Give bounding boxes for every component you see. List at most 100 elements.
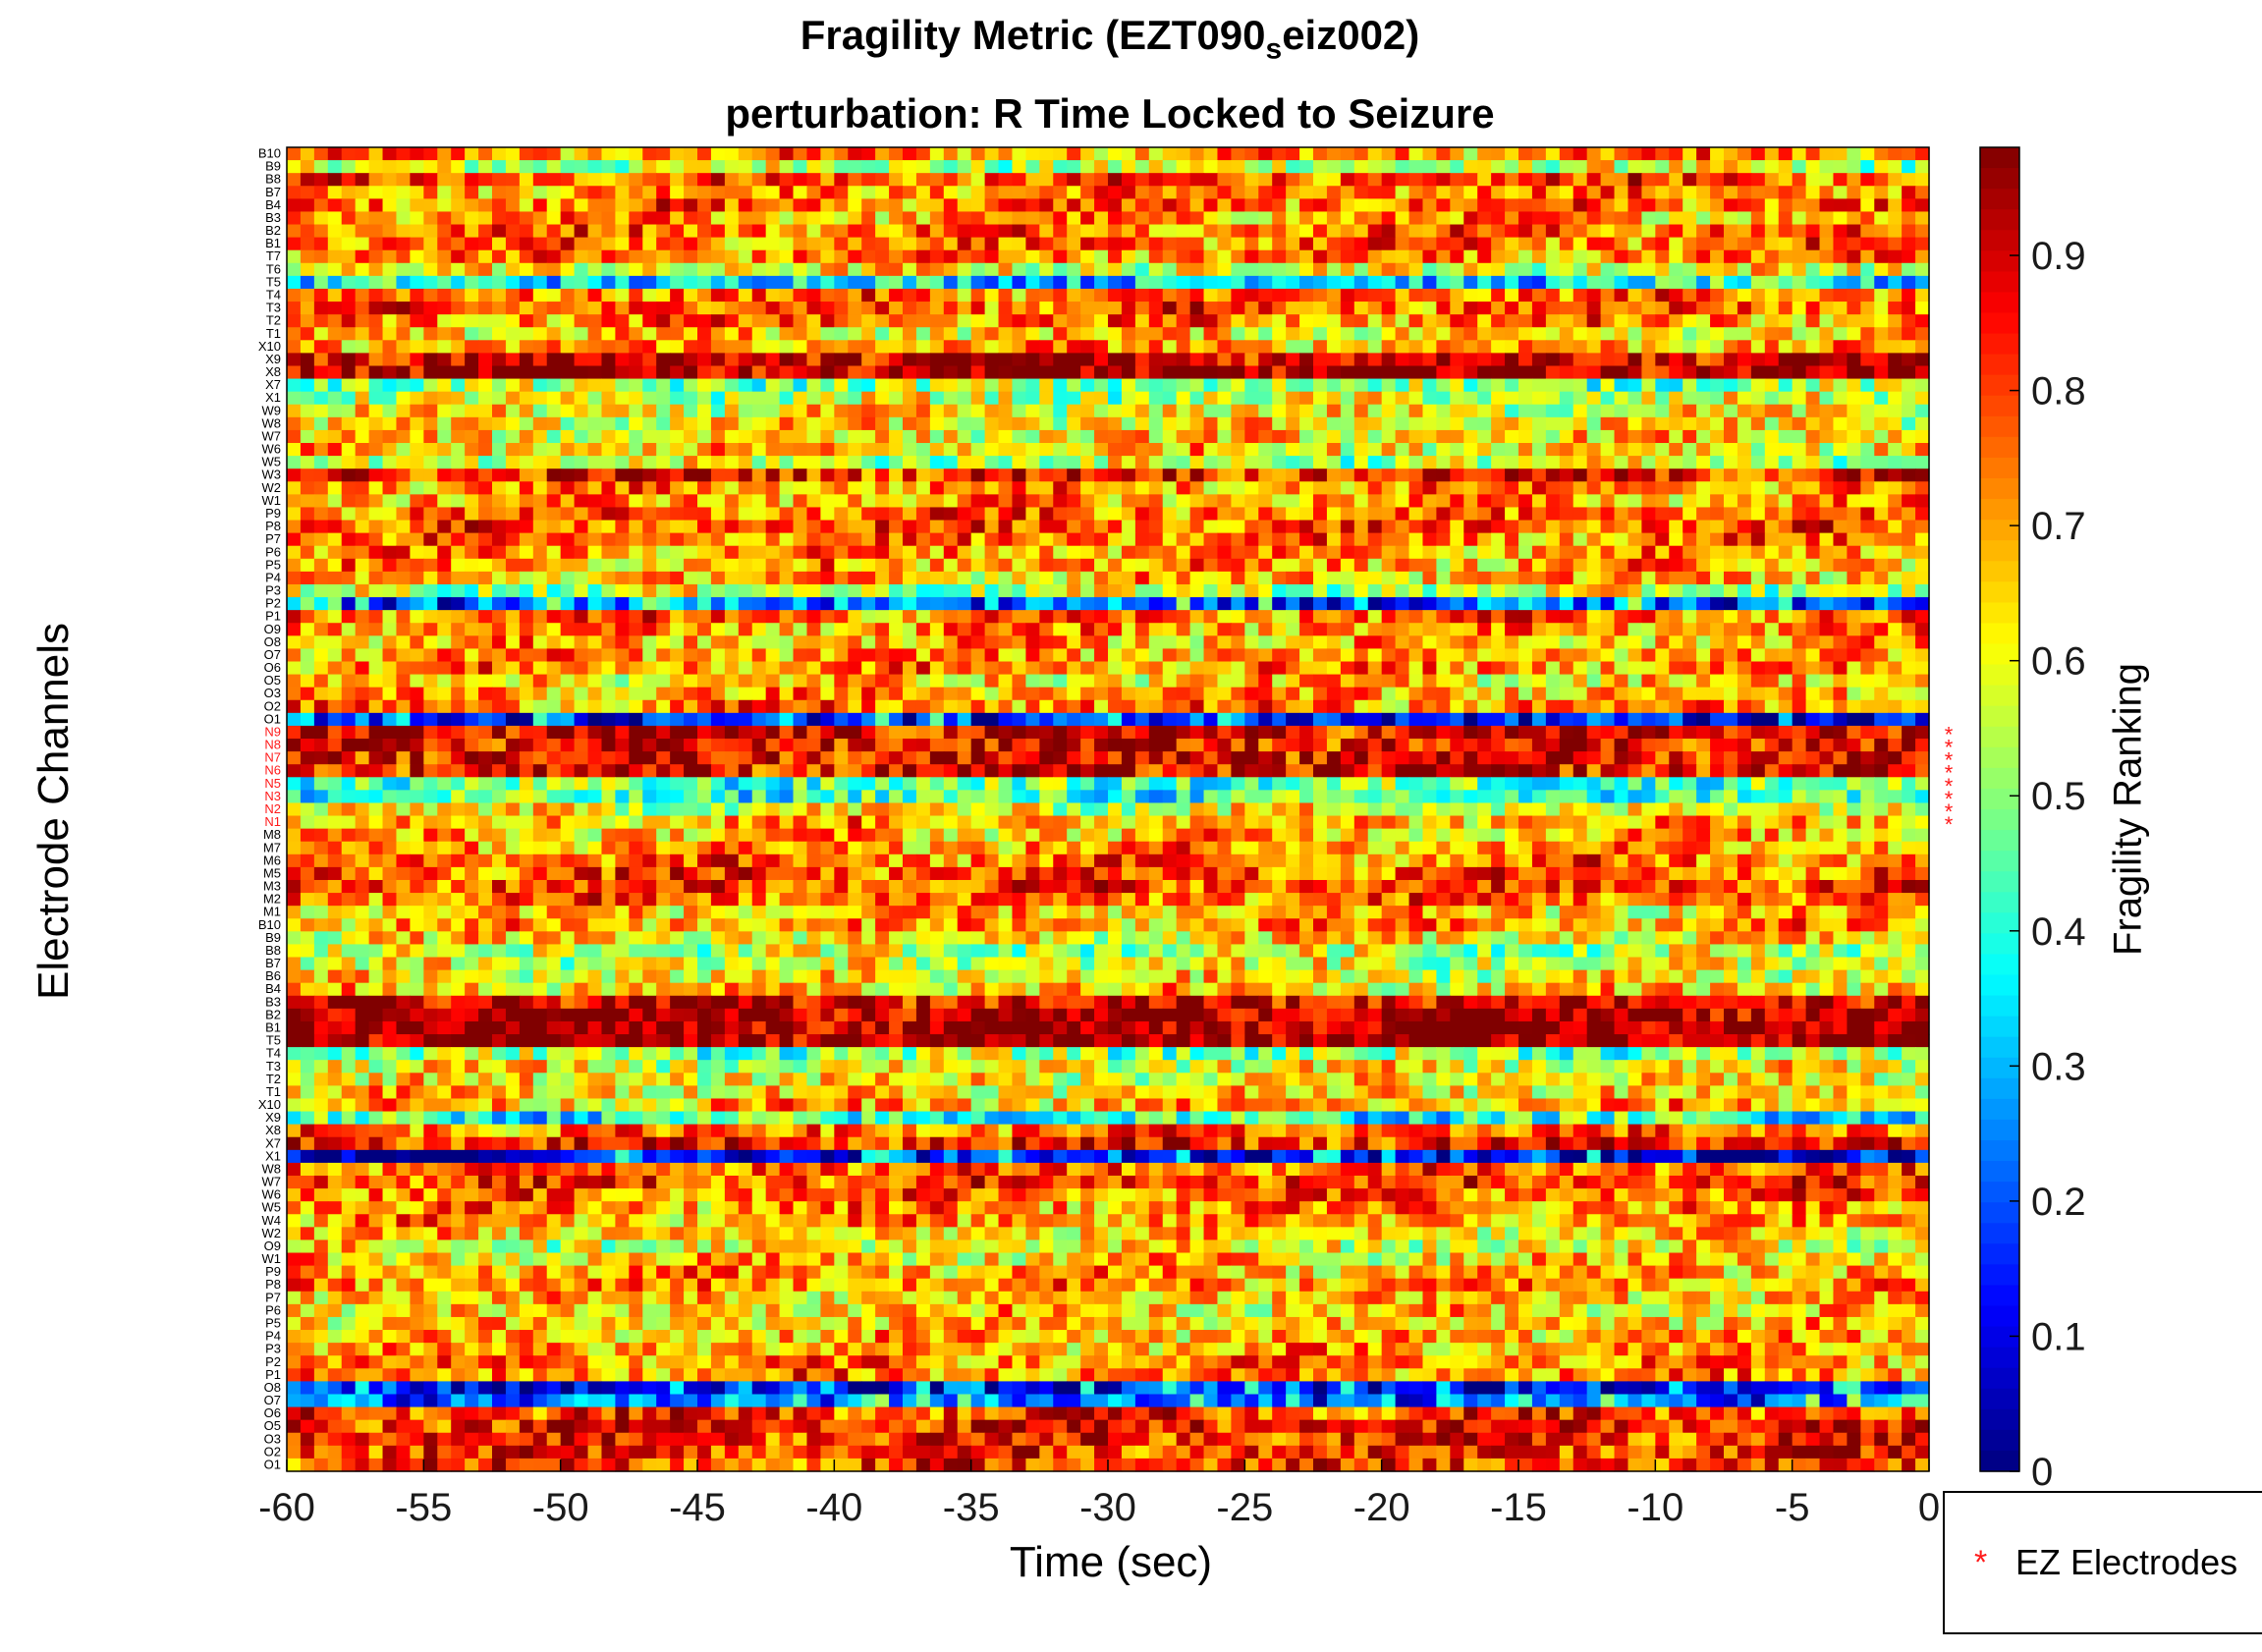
heatmap-cell [355, 186, 370, 199]
heatmap-cell [1600, 237, 1616, 251]
heatmap-cell [1067, 262, 1081, 277]
heatmap-cell [1258, 147, 1273, 161]
heatmap-cell [1094, 211, 1109, 226]
heatmap-cell [423, 275, 438, 290]
heatmap-cell [1586, 429, 1602, 444]
heatmap-cell [1559, 262, 1574, 277]
heatmap-cell [1614, 147, 1629, 161]
heatmap-cell [629, 583, 643, 598]
heatmap-cell [1039, 674, 1054, 688]
heatmap-cell [1696, 429, 1711, 444]
heatmap-cell [505, 365, 521, 380]
heatmap-cell [587, 173, 603, 187]
heatmap-cell [532, 648, 548, 663]
heatmap-cell [1450, 507, 1464, 522]
heatmap-cell [532, 327, 548, 341]
heatmap-cell [861, 288, 876, 303]
heatmap-cell [1600, 275, 1616, 290]
heatmap-cell [1148, 494, 1164, 509]
heatmap-cell [1669, 429, 1683, 444]
heatmap-cell [1764, 340, 1780, 354]
heatmap-cell [1792, 443, 1807, 457]
heatmap-cell [341, 186, 357, 199]
heatmap-cell [642, 597, 657, 611]
heatmap-cell [1710, 583, 1725, 598]
heatmap-cell [615, 237, 630, 251]
heatmap-cell [1367, 545, 1383, 560]
heatmap-cell [765, 429, 781, 444]
heatmap-cell [1641, 597, 1656, 611]
heatmap-cell [1874, 378, 1889, 393]
heatmap-cell [957, 481, 972, 495]
heatmap-cell [970, 378, 986, 393]
heatmap-cell [1422, 224, 1437, 239]
heatmap-cell [1231, 532, 1245, 547]
heatmap-cell [779, 623, 795, 636]
heatmap-cell [970, 443, 986, 457]
heatmap-cell [629, 275, 643, 290]
heatmap-cell [1395, 661, 1410, 676]
heatmap-cell [970, 481, 986, 495]
heatmap-cell [1094, 610, 1109, 624]
heatmap-cell [861, 520, 876, 534]
heatmap-cell [1176, 302, 1191, 315]
heatmap-cell [1860, 302, 1875, 315]
heatmap-cell [1340, 468, 1355, 482]
heatmap-cell [670, 302, 685, 315]
heatmap-cell [368, 327, 384, 341]
heatmap-cell [451, 416, 466, 431]
heatmap-cell [1614, 494, 1629, 509]
heatmap-cell [1505, 648, 1519, 663]
heatmap-cell [1833, 456, 1848, 469]
heatmap-cell [423, 583, 438, 598]
heatmap-cell [861, 545, 876, 560]
heatmap-cell [355, 456, 370, 469]
heatmap-cell [1805, 391, 1821, 406]
heatmap-cell [587, 147, 603, 161]
heatmap-cell [355, 443, 370, 457]
heatmap-cell [1231, 416, 1245, 431]
heatmap-cell [1272, 623, 1287, 636]
heatmap-cell [1025, 468, 1040, 482]
heatmap-cell [710, 597, 726, 611]
heatmap-cell [1915, 661, 1930, 676]
heatmap-cell [1053, 635, 1068, 650]
heatmap-cell [1683, 520, 1697, 534]
heatmap-cell [1600, 456, 1616, 469]
heatmap-cell [1053, 314, 1068, 328]
heatmap-cell [615, 674, 630, 688]
heatmap-cell [1477, 378, 1492, 393]
heatmap-cell [574, 623, 589, 636]
heatmap-cell [806, 443, 821, 457]
heatmap-cell [710, 147, 726, 161]
heatmap-cell [410, 378, 424, 393]
heatmap-cell [1162, 302, 1178, 315]
heatmap-cell [806, 404, 821, 418]
heatmap-cell [984, 635, 1000, 650]
heatmap-cell [313, 198, 329, 213]
heatmap-cell [1134, 404, 1150, 418]
heatmap-cell [1012, 583, 1026, 598]
heatmap-cell [724, 353, 740, 367]
heatmap-cell [1176, 275, 1191, 290]
heatmap-cell [1108, 583, 1123, 598]
heatmap-cell [1367, 353, 1383, 367]
heatmap-cell [587, 635, 603, 650]
heatmap-cell [970, 327, 986, 341]
heatmap-cell [861, 583, 876, 598]
heatmap-cell [1299, 416, 1314, 431]
heatmap-cell [1203, 610, 1219, 624]
heatmap-cell [820, 520, 835, 534]
heatmap-cell [970, 648, 986, 663]
heatmap-cell [1792, 211, 1807, 226]
heatmap-cell [1436, 249, 1451, 264]
heatmap-cell [1313, 275, 1328, 290]
heatmap-cell [1463, 494, 1478, 509]
heatmap-cell [1217, 571, 1232, 585]
heatmap-cell [1614, 416, 1629, 431]
heatmap-cell [396, 661, 411, 676]
heatmap-cell [451, 623, 466, 636]
heatmap-cell [1299, 429, 1314, 444]
heatmap-cell [1299, 443, 1314, 457]
heatmap-cell [1696, 494, 1711, 509]
